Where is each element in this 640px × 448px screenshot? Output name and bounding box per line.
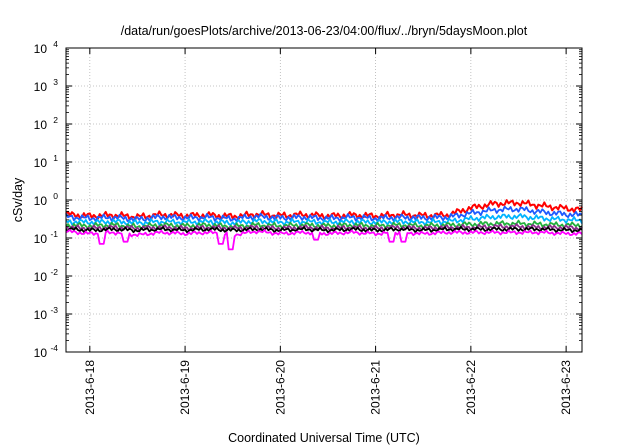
y-tick-exponent: 4 bbox=[53, 39, 58, 49]
y-tick-label: 10 bbox=[34, 42, 48, 56]
y-tick-label: 10 bbox=[34, 308, 48, 322]
series-line bbox=[65, 225, 583, 234]
series-line bbox=[65, 228, 583, 251]
y-axis-title: cSv/day bbox=[11, 177, 25, 222]
series-layer bbox=[65, 199, 583, 251]
y-tick-label: 10 bbox=[34, 232, 48, 246]
series-line bbox=[65, 213, 583, 227]
tick-marks bbox=[66, 47, 582, 353]
y-tick-exponent: 3 bbox=[53, 77, 58, 87]
y-tick-exponent: -2 bbox=[50, 267, 58, 277]
x-tick-label: 2013-6-18 bbox=[83, 360, 97, 415]
y-tick-label: 10 bbox=[34, 346, 48, 360]
y-tick-exponent: -1 bbox=[50, 229, 58, 239]
x-axis-title: Coordinated Universal Time (UTC) bbox=[228, 431, 420, 445]
y-tick-exponent: -4 bbox=[50, 343, 58, 353]
y-tick-label: 10 bbox=[34, 194, 48, 208]
x-tick-label: 2013-6-21 bbox=[369, 360, 383, 415]
y-tick-label: 10 bbox=[34, 80, 48, 94]
series-line bbox=[65, 223, 583, 232]
y-tick-exponent: 0 bbox=[53, 191, 58, 201]
x-tick-label: 2013-6-19 bbox=[178, 360, 192, 415]
series-line bbox=[65, 219, 583, 231]
y-tick-label: 10 bbox=[34, 118, 48, 132]
y-tick-label: 10 bbox=[34, 156, 48, 170]
chart-title: /data/run/goesPlots/archive/2013-06-23/0… bbox=[121, 24, 528, 38]
x-tick-label: 2013-6-20 bbox=[273, 360, 287, 415]
x-tick-label: 2013-6-22 bbox=[464, 360, 478, 415]
x-tick-label: 2013-6-23 bbox=[559, 360, 573, 415]
x-tick-labels: 2013-6-18 2013-6-19 2013-6-20 2013-6-21 2013… bbox=[83, 360, 573, 415]
y-tick-exponent: 2 bbox=[53, 115, 58, 125]
y-tick-label: 10 bbox=[34, 270, 48, 284]
y-tick-exponent: -3 bbox=[50, 305, 58, 315]
grid-lines bbox=[66, 48, 582, 352]
y-tick-exponent: 1 bbox=[53, 153, 58, 163]
